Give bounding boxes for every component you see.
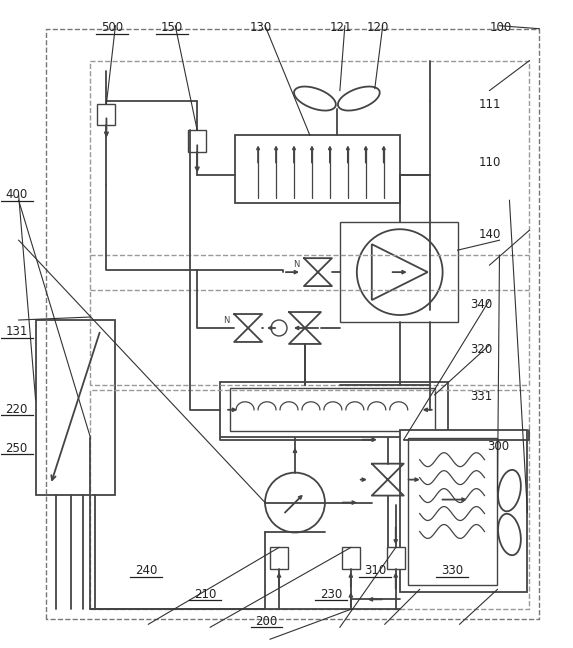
Text: 320: 320 (470, 343, 492, 356)
Text: 400: 400 (6, 188, 28, 202)
Bar (408, 437, 497, 585)
Bar (220, 382, 448, 437)
Text: 230: 230 (320, 588, 342, 601)
Bar (235, 135, 400, 203)
Text: 210: 210 (194, 588, 217, 601)
Text: 100: 100 (490, 21, 512, 34)
Bar (342, 548, 360, 570)
Text: N: N (223, 316, 229, 325)
Text: N: N (293, 260, 299, 269)
Bar (270, 548, 288, 570)
Bar (340, 222, 458, 322)
Bar (387, 548, 405, 570)
Circle shape (271, 320, 287, 336)
Bar (400, 430, 527, 592)
Text: 331: 331 (470, 390, 492, 403)
Ellipse shape (498, 514, 521, 555)
Bar (36, 320, 115, 494)
Text: 310: 310 (364, 564, 386, 577)
Text: 300: 300 (487, 441, 509, 454)
Text: 340: 340 (470, 298, 492, 311)
Text: 130: 130 (250, 21, 272, 34)
Ellipse shape (338, 87, 380, 111)
Circle shape (265, 472, 325, 533)
Text: 150: 150 (161, 21, 183, 34)
Text: 500: 500 (101, 21, 123, 34)
Circle shape (357, 229, 442, 315)
Bar (97, 104, 115, 126)
Ellipse shape (498, 470, 521, 511)
Ellipse shape (294, 87, 336, 111)
Bar (230, 388, 435, 431)
Text: 250: 250 (6, 442, 28, 455)
Text: 240: 240 (135, 564, 158, 577)
Text: 200: 200 (256, 615, 278, 628)
Text: 131: 131 (6, 325, 28, 338)
Text: 120: 120 (367, 21, 389, 34)
Text: 140: 140 (478, 228, 501, 241)
Text: 330: 330 (441, 564, 464, 577)
Text: 110: 110 (478, 156, 501, 169)
Bar (189, 130, 206, 152)
Text: 111: 111 (478, 98, 501, 111)
Text: 220: 220 (6, 403, 28, 416)
Text: 121: 121 (329, 21, 352, 34)
